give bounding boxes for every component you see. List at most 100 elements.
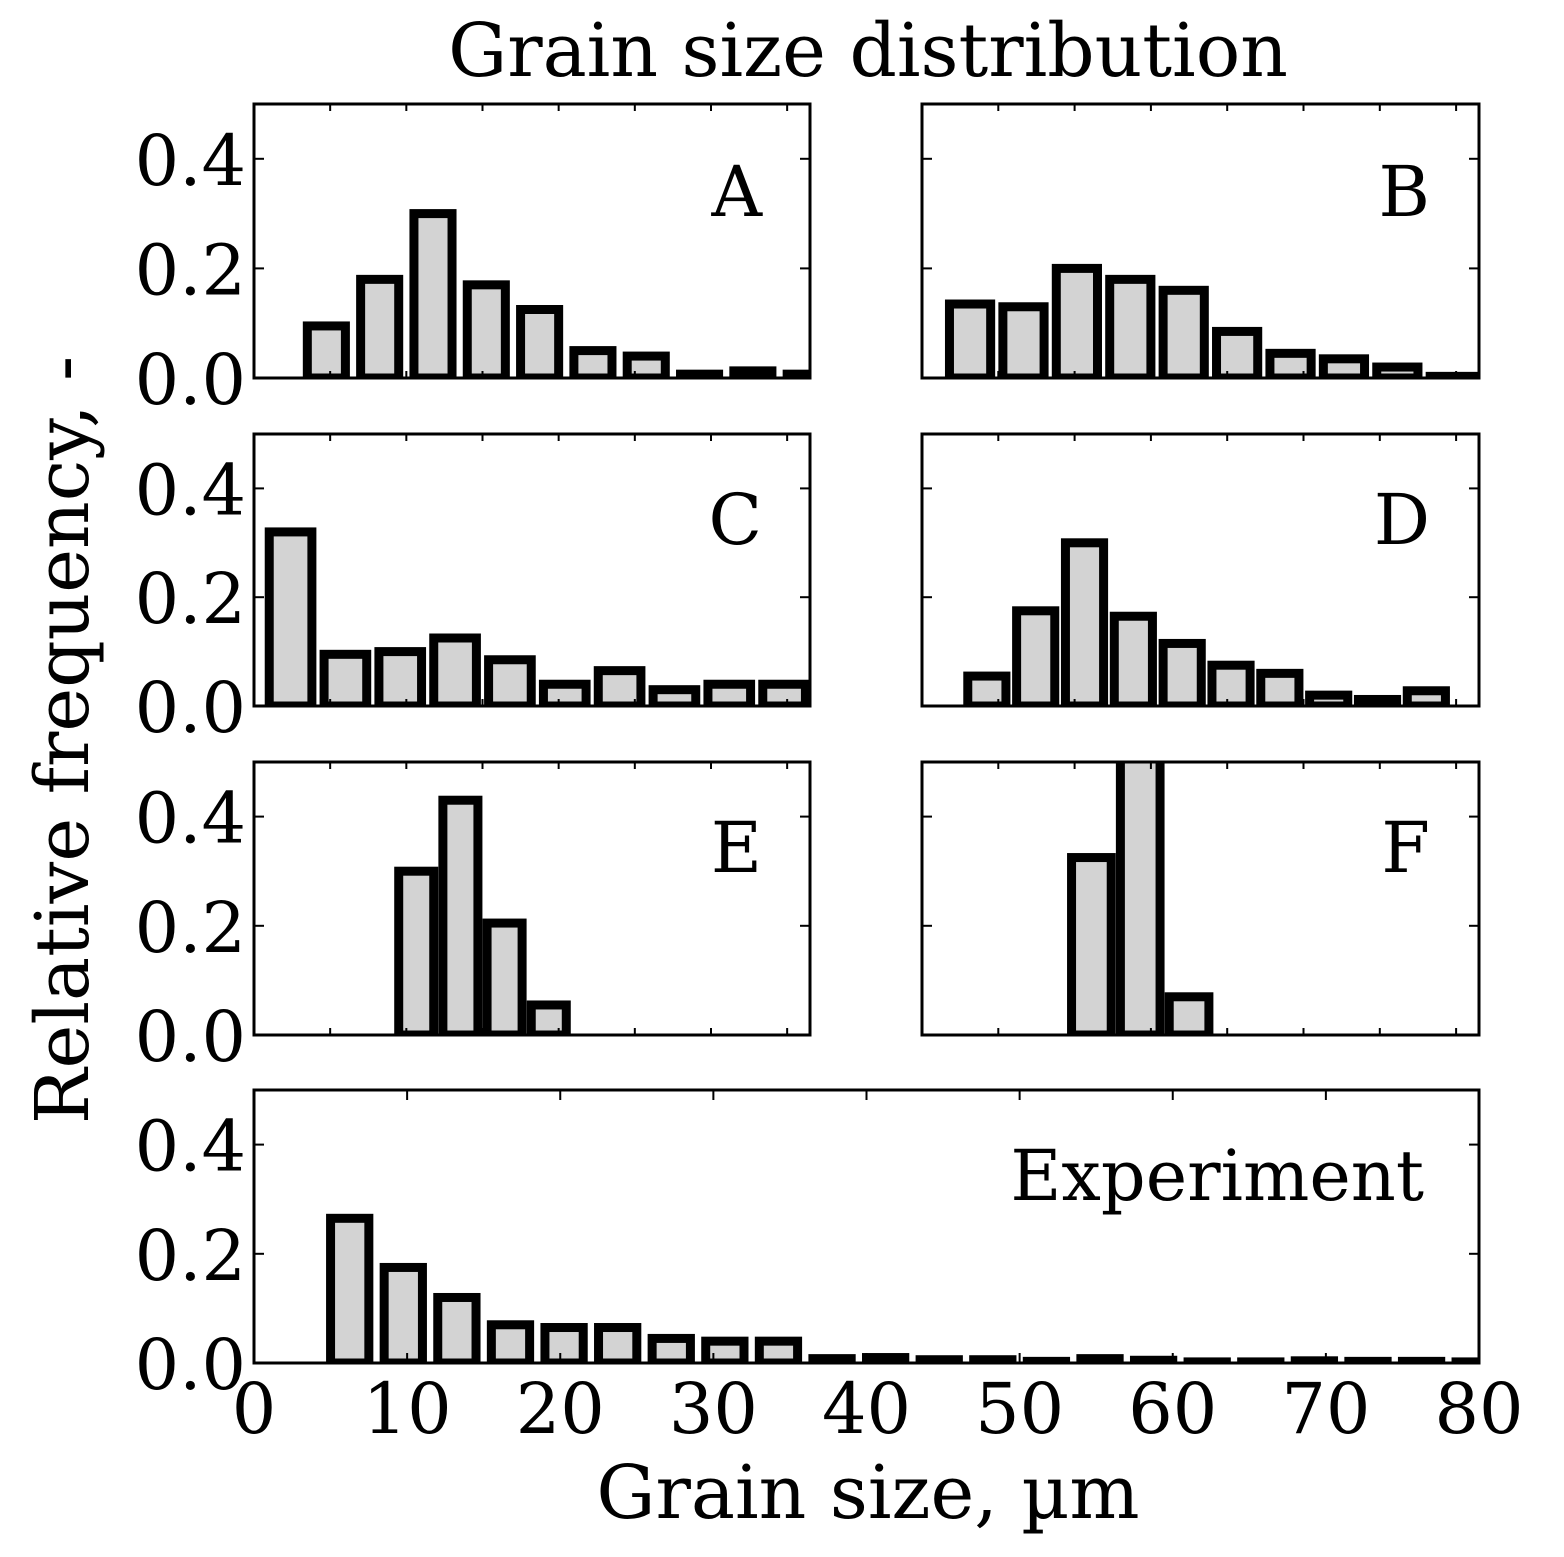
bar bbox=[302, 321, 350, 378]
y-tick-label: 0.0 bbox=[135, 996, 246, 1078]
bar bbox=[998, 302, 1049, 378]
bar bbox=[1105, 274, 1156, 378]
y-tick-label: 0.2 bbox=[135, 229, 246, 311]
panel-label: A bbox=[710, 151, 763, 233]
x-tick-label: 70 bbox=[1281, 1368, 1370, 1450]
panel-label: D bbox=[1374, 479, 1430, 561]
y-axis-label: Relative frequency, - bbox=[20, 356, 106, 1124]
panel-label: B bbox=[1379, 151, 1430, 233]
bar bbox=[486, 1320, 535, 1363]
bar bbox=[1060, 538, 1109, 706]
y-tick-label: 0.4 bbox=[135, 120, 246, 202]
y-tick-label: 0.2 bbox=[135, 558, 246, 640]
bar bbox=[462, 280, 510, 378]
x-tick-label: 40 bbox=[822, 1368, 911, 1450]
bar bbox=[1256, 668, 1304, 706]
bar bbox=[1212, 326, 1263, 378]
figure-title: Grain size distribution bbox=[448, 8, 1288, 94]
y-tick-label: 0.2 bbox=[135, 1215, 246, 1297]
bar bbox=[1305, 690, 1353, 706]
bar bbox=[701, 1336, 749, 1363]
bar bbox=[1372, 362, 1423, 378]
bar bbox=[754, 1336, 803, 1363]
bar bbox=[1158, 285, 1209, 378]
x-axis-label: Grain size, µm bbox=[596, 1450, 1139, 1536]
panels: 0.00.20.4 A B0.00.20.4 C D0.00.20.4 E F0.00.20… bbox=[135, 102, 1524, 1450]
bar bbox=[516, 305, 564, 378]
bars-e bbox=[394, 795, 571, 1035]
panel-c: 0.0 0.2 0.4 C bbox=[135, 432, 812, 749]
panel-a: 0.0 0.2 0.4 A bbox=[135, 102, 812, 421]
y-tick-label: 0.2 bbox=[135, 887, 246, 969]
bars-a bbox=[302, 209, 810, 378]
bar bbox=[1051, 263, 1102, 378]
panel-experiment: 0.0 0.2 0.4 0 10 20 30 40 50 60 70 80 Experiment bbox=[135, 1088, 1524, 1450]
bar bbox=[647, 1333, 695, 1363]
x-tick-label: 50 bbox=[975, 1368, 1064, 1450]
bar bbox=[594, 1323, 642, 1363]
bar bbox=[622, 351, 670, 378]
bar bbox=[264, 527, 317, 706]
bars-d bbox=[963, 538, 1450, 706]
y-tick-label: 0.0 bbox=[135, 339, 246, 421]
bar bbox=[356, 274, 404, 378]
panel-frame bbox=[252, 432, 812, 708]
bar bbox=[538, 679, 591, 706]
bar bbox=[374, 647, 427, 706]
bar bbox=[1109, 611, 1157, 706]
y-tick-label: 0.4 bbox=[135, 778, 246, 860]
bar bbox=[963, 671, 1011, 706]
bar bbox=[1207, 660, 1255, 706]
bar bbox=[1402, 686, 1450, 706]
panel-frame bbox=[920, 432, 1481, 708]
bar bbox=[379, 1262, 427, 1363]
bar bbox=[1164, 992, 1214, 1035]
bar bbox=[676, 369, 724, 378]
panel-frame bbox=[920, 760, 1481, 1037]
panel-frame bbox=[920, 102, 1481, 380]
bar bbox=[703, 679, 756, 706]
x-tick-label: 0 bbox=[232, 1368, 277, 1450]
bar bbox=[326, 1213, 374, 1363]
x-tick-label: 80 bbox=[1434, 1368, 1523, 1450]
panel-f: F bbox=[920, 760, 1481, 1037]
bars-b bbox=[944, 263, 1479, 378]
panel-frame bbox=[252, 760, 812, 1037]
bar bbox=[429, 633, 481, 706]
panel-e: 0.0 0.2 0.4 E bbox=[135, 760, 812, 1078]
panel-label: E bbox=[711, 807, 762, 889]
panel-label: C bbox=[708, 479, 762, 561]
bar bbox=[1115, 762, 1165, 1035]
x-tick-label: 30 bbox=[669, 1368, 758, 1450]
bar bbox=[1012, 606, 1060, 706]
bar bbox=[569, 346, 617, 378]
bar bbox=[1318, 354, 1370, 378]
panel-frame bbox=[252, 102, 812, 380]
y-tick-label: 0.4 bbox=[135, 449, 246, 531]
bar bbox=[438, 795, 483, 1035]
bar bbox=[484, 655, 536, 706]
bar bbox=[433, 1292, 481, 1363]
bar bbox=[944, 299, 996, 378]
x-tick-label: 60 bbox=[1128, 1368, 1217, 1450]
bar bbox=[1158, 638, 1206, 706]
bar bbox=[482, 918, 527, 1035]
bar bbox=[729, 366, 777, 378]
bar bbox=[1067, 853, 1116, 1035]
panel-d: D bbox=[920, 432, 1481, 708]
x-tick-label: 20 bbox=[516, 1368, 605, 1450]
panel-b: B bbox=[920, 102, 1481, 380]
bar bbox=[409, 209, 457, 378]
bar bbox=[758, 679, 810, 706]
x-tick-label: 10 bbox=[363, 1368, 452, 1450]
bar bbox=[394, 866, 439, 1035]
bar bbox=[319, 649, 372, 706]
y-tick-label: 0.0 bbox=[135, 667, 246, 749]
bars-experiment bbox=[326, 1213, 1479, 1363]
bar bbox=[526, 1000, 571, 1035]
y-tick-label: 0.0 bbox=[135, 1324, 246, 1406]
bar bbox=[540, 1323, 588, 1363]
bar bbox=[1265, 348, 1316, 378]
y-tick-label: 0.4 bbox=[135, 1106, 246, 1188]
